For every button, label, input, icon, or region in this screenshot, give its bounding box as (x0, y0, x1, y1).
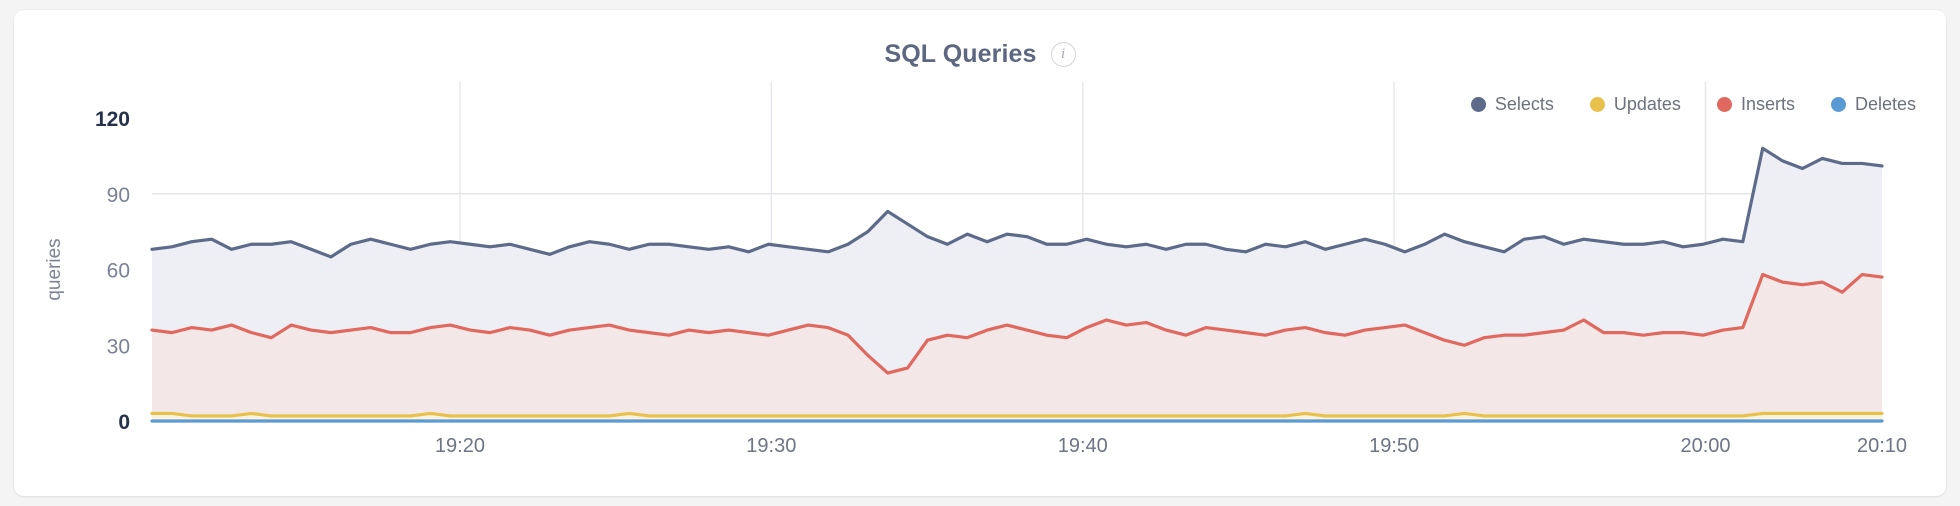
y-axis-title: queries (44, 238, 65, 300)
x-axis-tick-label: 20:00 (1681, 435, 1731, 457)
x-axis-tick-label: 19:40 (1058, 435, 1108, 457)
legend-dot-icon (1589, 97, 1605, 112)
y-axis-tick-label: 90 (107, 184, 130, 207)
y-axis-tick-label: 120 (95, 108, 130, 131)
sql-queries-chart[interactable]: 0 30 60 90 120 queries 19:20 19:30 19:40 19:50 20:… (14, 10, 1946, 496)
series-line-updates (150, 411, 1884, 418)
legend-item-updates[interactable]: Updates (1589, 94, 1681, 115)
x-axis-tick-label: 19:50 (1369, 435, 1419, 457)
legend-item-deletes[interactable]: Deletes (1830, 94, 1916, 115)
x-axis-tick-label: 20:10 (1857, 435, 1907, 457)
y-axis-tick-label: 60 (107, 260, 130, 283)
legend-item-selects[interactable]: Selects (1470, 94, 1554, 115)
series-area-inserts (152, 274, 1882, 421)
legend-label: Selects (1494, 94, 1554, 114)
info-icon[interactable]: i (1050, 42, 1076, 67)
legend-dot-icon (1470, 97, 1486, 112)
series-line-inserts (150, 272, 1884, 375)
y-axis-tick-label: 30 (107, 335, 130, 358)
x-axis-tick-label: 19:30 (746, 435, 796, 457)
series-line-selects (150, 146, 1884, 259)
legend-dot-icon (1830, 97, 1846, 112)
legend-label: Updates (1613, 94, 1681, 114)
chart-plot-area: 0 30 60 90 120 queries 19:20 19:30 19:40 19:50 20:… (14, 10, 1946, 496)
legend-item-inserts[interactable]: Inserts (1716, 94, 1795, 115)
chart-legend: Selects Updates Inserts Deletes (1470, 94, 1916, 115)
legend-dot-icon (1716, 97, 1732, 112)
y-axis-tick-label: 0 (118, 411, 130, 434)
legend-label: Deletes (1854, 94, 1916, 114)
sql-queries-card: SQL Queries i Selects Updates Inserts Delet… (14, 10, 1946, 496)
x-axis-tick-label: 19:20 (435, 435, 485, 457)
legend-label: Inserts (1740, 94, 1795, 114)
